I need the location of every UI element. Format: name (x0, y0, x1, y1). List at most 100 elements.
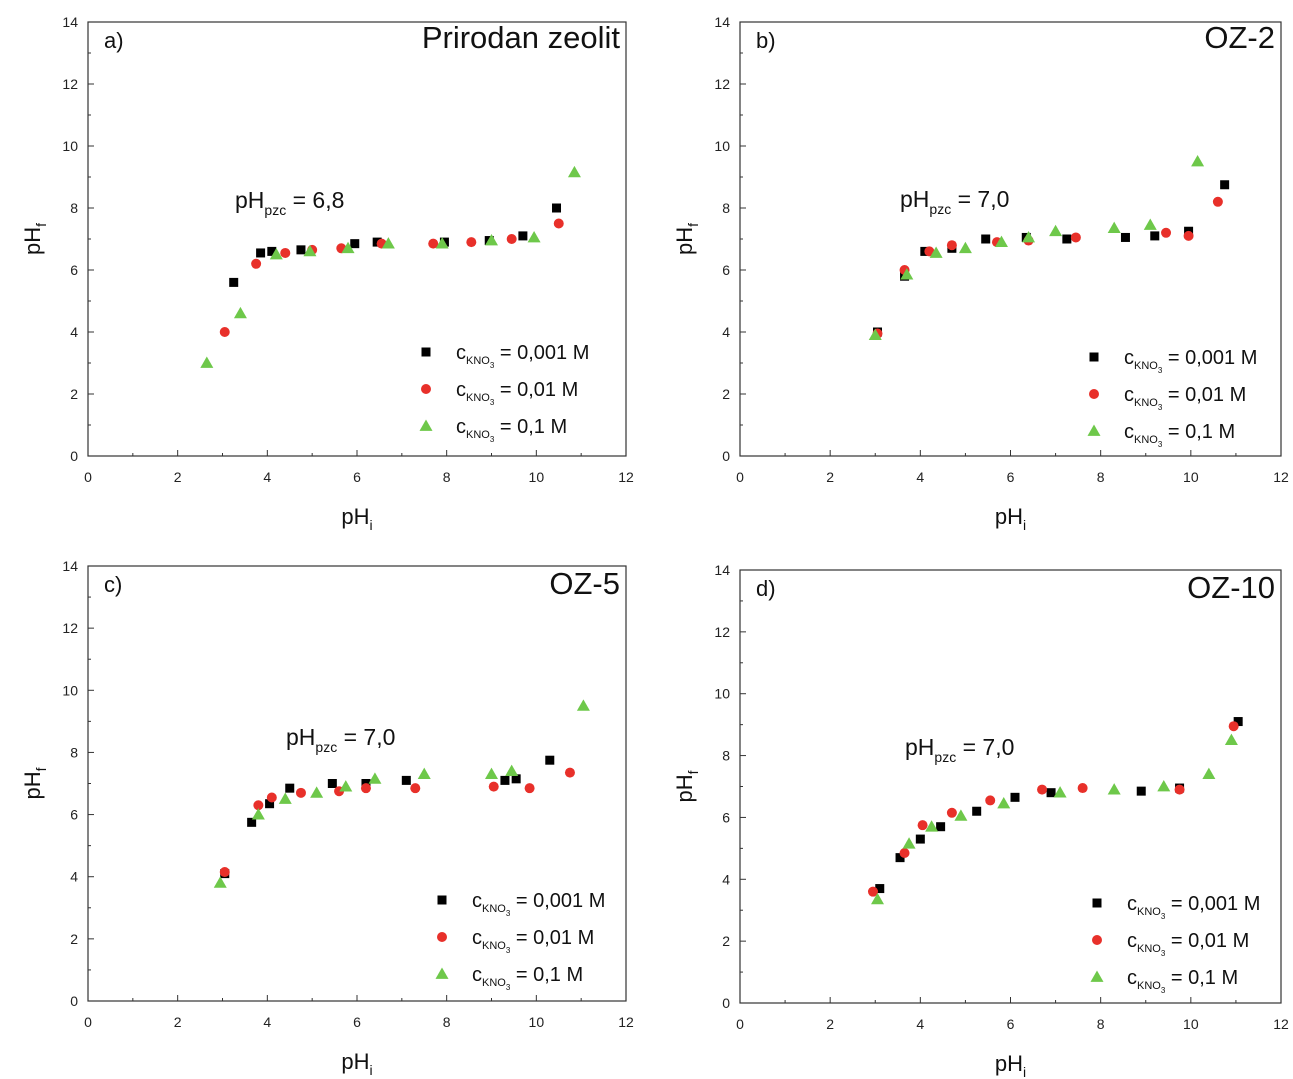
panel-label: a) (104, 28, 124, 53)
data-point-square (285, 783, 295, 793)
panel-label: c) (104, 572, 122, 597)
legend-marker-triangle (419, 419, 433, 431)
data-point-circle (410, 783, 421, 794)
x-tick-label: 8 (1097, 469, 1105, 485)
legend-label: cKNO3 = 0,001 M (1127, 893, 1260, 921)
data-point-triangle (576, 699, 590, 711)
x-tick-label: 0 (736, 469, 744, 485)
y-tick-label: 14 (714, 14, 730, 30)
x-tick-label: 0 (84, 469, 92, 485)
x-tick-label: 10 (529, 1014, 545, 1030)
y-tick-label: 4 (70, 869, 78, 885)
data-point-square (350, 239, 360, 249)
legend-label: cKNO3 = 0,01 M (1124, 384, 1246, 412)
x-tick-label: 4 (916, 469, 924, 485)
data-point-square (915, 834, 925, 844)
data-point-triangle (368, 772, 382, 784)
data-point-square (1150, 231, 1160, 241)
data-point-circle (219, 327, 230, 337)
data-point-triangle (567, 165, 581, 178)
legend-label: cKNO3 = 0,1 M (456, 416, 567, 444)
data-point-circle (266, 792, 277, 803)
data-point-square (401, 775, 411, 785)
data-point-triangle (1157, 780, 1171, 792)
x-tick-label: 8 (1097, 1016, 1105, 1032)
chart-panel-b: 0 2 4 6 8 10 12 0 2 4 6 8 10 12 14 pHi pHf b) OZ-2 pHpzc = … (672, 14, 1289, 533)
data-point-square (247, 817, 257, 827)
y-tick-label: 12 (714, 624, 730, 640)
x-tick-label: 12 (1273, 1016, 1289, 1032)
data-point-square (267, 246, 277, 256)
legend-marker-square (421, 347, 431, 357)
data-point-circle (553, 218, 564, 229)
data-point-circle (867, 886, 878, 897)
legend-label: cKNO3 = 0,01 M (472, 927, 594, 955)
data-point-square (256, 248, 266, 258)
data-point-circle (1212, 196, 1223, 207)
legend-label: cKNO3 = 0,001 M (472, 890, 605, 918)
data-point-triangle (269, 248, 283, 260)
x-tick-label: 6 (1007, 1016, 1015, 1032)
y-tick-label: 12 (714, 76, 730, 92)
data-point-circle (946, 240, 957, 251)
pzc-annotation: pHpzc = 7,0 (900, 186, 1009, 217)
panel-title: Prirodan zeolit (422, 20, 621, 55)
data-point-square (1010, 792, 1020, 802)
y-tick-label: 8 (722, 748, 730, 764)
x-tick-label: 8 (443, 1014, 451, 1030)
y-tick-label: 14 (714, 562, 730, 578)
data-point-triangle (485, 234, 498, 246)
data-point-circle (253, 800, 264, 811)
y-tick-label: 4 (70, 324, 78, 340)
data-point-circle (1037, 784, 1048, 795)
data-point-circle (1077, 783, 1088, 794)
y-axis-label: pHf (672, 223, 701, 255)
legend-marker-square (1089, 352, 1099, 362)
legend-marker-circle (437, 932, 447, 942)
chart-panel-a: 0 2 4 6 8 10 12 0 2 4 6 8 10 12 14 pHi pHf a) Prirodan zeo… (20, 14, 634, 533)
y-tick-label: 10 (714, 138, 730, 154)
x-tick-label: 4 (916, 1016, 924, 1032)
data-point-triangle (929, 246, 943, 258)
y-tick-label: 2 (70, 931, 78, 947)
data-point-triangle (200, 356, 214, 368)
data-point-circle (360, 783, 371, 794)
panel-title: OZ-10 (1187, 570, 1275, 605)
data-point-square (500, 775, 510, 785)
pzc-annotation: pHpzc = 7,0 (286, 724, 395, 755)
data-point-circle (946, 807, 957, 818)
data-point-triangle (994, 235, 1008, 247)
data-point-circle (466, 237, 477, 248)
legend-marker-circle (1092, 935, 1102, 945)
x-tick-label: 4 (263, 1014, 271, 1030)
data-point-triangle (278, 792, 292, 804)
data-point-square (895, 853, 905, 863)
x-tick-label: 12 (1273, 469, 1289, 485)
y-tick-label: 10 (714, 686, 730, 702)
panel-label: b) (756, 28, 776, 53)
y-tick-label: 8 (70, 200, 78, 216)
data-point-triangle (1022, 230, 1036, 243)
y-tick-label: 4 (722, 871, 730, 887)
data-point-triangle (213, 876, 227, 888)
data-point-triangle (1191, 155, 1205, 167)
legend-marker-circle (421, 384, 431, 394)
data-point-triangle (1107, 783, 1121, 795)
y-tick-label: 2 (722, 933, 730, 949)
data-point-square (229, 277, 239, 287)
x-tick-label: 0 (736, 1016, 744, 1032)
data-point-square (1220, 180, 1230, 190)
data-point-circle (985, 795, 996, 806)
y-tick-label: 6 (70, 807, 78, 823)
data-point-square (936, 822, 946, 832)
data-point-circle (1228, 721, 1239, 732)
y-tick-label: 12 (62, 76, 78, 92)
data-point-triangle (1107, 221, 1121, 234)
data-point-circle (280, 247, 291, 258)
x-axis-label: pHi (341, 1049, 372, 1078)
x-tick-label: 10 (1183, 469, 1199, 485)
y-tick-label: 8 (70, 744, 78, 760)
pzc-annotation: pHpzc = 7,0 (905, 734, 1014, 765)
legend-label: cKNO3 = 0,01 M (1127, 930, 1249, 958)
